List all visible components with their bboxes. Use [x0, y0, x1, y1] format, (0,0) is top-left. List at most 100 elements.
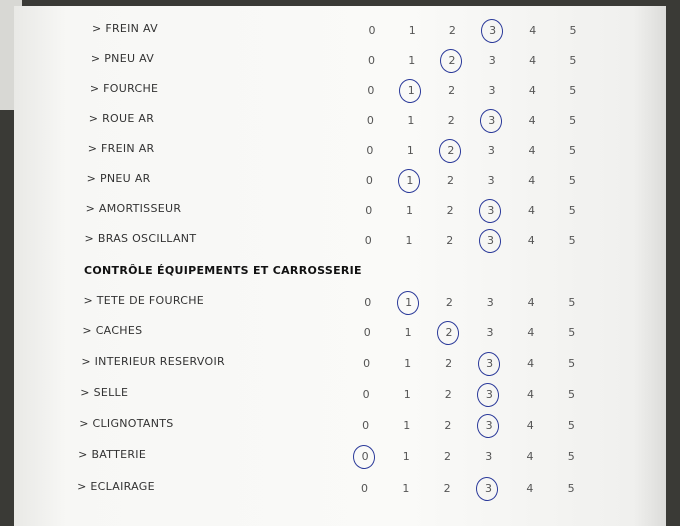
- rating-3[interactable]: 3: [487, 174, 495, 187]
- rating-2[interactable]: 2: [435, 319, 461, 347]
- rating-1[interactable]: 1: [407, 114, 415, 127]
- rating-0[interactable]: 0: [362, 419, 370, 432]
- rating-2[interactable]: 2: [445, 296, 453, 309]
- rating-3[interactable]: 3: [488, 54, 496, 67]
- rating-2[interactable]: 2: [448, 84, 456, 97]
- rating-1[interactable]: 1: [405, 204, 413, 217]
- rating-2[interactable]: 2: [444, 450, 452, 463]
- rating-0[interactable]: 0: [361, 482, 369, 495]
- rating-5[interactable]: 5: [569, 84, 577, 97]
- rating-5[interactable]: 5: [567, 450, 575, 463]
- rating-5[interactable]: 5: [568, 326, 576, 339]
- rating-1[interactable]: 1: [403, 419, 411, 432]
- rating-2[interactable]: 2: [447, 114, 455, 127]
- rating-5[interactable]: 5: [568, 204, 576, 217]
- rating-3[interactable]: 3: [474, 475, 501, 503]
- rating-4[interactable]: 4: [528, 114, 536, 127]
- rating-2[interactable]: 2: [446, 234, 454, 247]
- rating-4[interactable]: 4: [528, 144, 536, 157]
- rating-0[interactable]: 0: [366, 144, 374, 157]
- rating-1[interactable]: 1: [405, 234, 413, 247]
- rating-5[interactable]: 5: [569, 114, 577, 127]
- checklist-row: > FREIN AR 0 1 2 3 4 5: [0, 137, 680, 165]
- rating-0[interactable]: 0: [363, 357, 371, 370]
- rating-4[interactable]: 4: [528, 204, 536, 217]
- rating-4[interactable]: 4: [527, 357, 535, 370]
- rating-0[interactable]: 0: [365, 204, 373, 217]
- rating-3[interactable]: 3: [486, 296, 494, 309]
- rating-3[interactable]: 3: [485, 450, 493, 463]
- rating-5[interactable]: 5: [568, 174, 576, 187]
- rating-4[interactable]: 4: [529, 54, 537, 67]
- rating-3[interactable]: 3: [475, 381, 501, 409]
- rating-1[interactable]: 1: [408, 24, 416, 37]
- rating-2[interactable]: 2: [444, 419, 452, 432]
- rating-5[interactable]: 5: [568, 296, 576, 309]
- rating-4[interactable]: 4: [526, 450, 534, 463]
- rating-3[interactable]: 3: [476, 350, 502, 378]
- rating-3[interactable]: 3: [479, 17, 505, 45]
- rating-5[interactable]: 5: [568, 144, 576, 157]
- hand-drawn-circle: [474, 475, 501, 503]
- rating-1[interactable]: 1: [404, 326, 412, 339]
- rating-4[interactable]: 4: [527, 326, 535, 339]
- rating-3[interactable]: 3: [478, 107, 504, 135]
- hand-drawn-circle: [475, 381, 501, 409]
- rating-0[interactable]: 0: [351, 443, 377, 471]
- item-label: > FREIN AV: [92, 22, 158, 35]
- rating-4[interactable]: 4: [526, 419, 534, 432]
- rating-5[interactable]: 5: [568, 234, 576, 247]
- rating-1[interactable]: 1: [402, 482, 410, 495]
- rating-0[interactable]: 0: [364, 234, 372, 247]
- rating-0[interactable]: 0: [368, 24, 376, 37]
- rating-0[interactable]: 0: [365, 174, 373, 187]
- section-title: CONTRÔLE ÉQUIPEMENTS ET CARROSSERIE: [84, 264, 362, 277]
- rating-3[interactable]: 3: [475, 412, 501, 440]
- rating-1[interactable]: 1: [404, 357, 412, 370]
- rating-1[interactable]: 1: [396, 167, 422, 195]
- rating-3[interactable]: 3: [477, 197, 503, 225]
- rating-1[interactable]: 1: [394, 289, 421, 317]
- rating-1[interactable]: 1: [397, 77, 423, 105]
- rating-2[interactable]: 2: [444, 388, 452, 401]
- rating-3[interactable]: 3: [487, 144, 495, 157]
- rating-4[interactable]: 4: [526, 482, 534, 495]
- rating-1[interactable]: 1: [406, 144, 414, 157]
- rating-2[interactable]: 2: [446, 204, 454, 217]
- checklist-row: > AMORTISSEUR 0 1 2 3 4 5: [0, 197, 680, 225]
- rating-2[interactable]: 2: [447, 174, 455, 187]
- rating-4[interactable]: 4: [527, 296, 535, 309]
- rating-0[interactable]: 0: [362, 388, 370, 401]
- rating-5[interactable]: 5: [568, 357, 576, 370]
- checklist-row: > CACHES 0 1 2 3 4 5: [0, 319, 680, 347]
- rating-3[interactable]: 3: [488, 84, 496, 97]
- rating-5[interactable]: 5: [567, 482, 575, 495]
- rating-4[interactable]: 4: [527, 234, 535, 247]
- item-label: > PNEU AR: [86, 172, 151, 185]
- rating-1[interactable]: 1: [408, 54, 416, 67]
- rating-3[interactable]: 3: [476, 227, 503, 255]
- rating-2[interactable]: 2: [437, 137, 463, 165]
- rating-4[interactable]: 4: [529, 24, 537, 37]
- rating-4[interactable]: 4: [526, 388, 534, 401]
- rating-3[interactable]: 3: [486, 326, 494, 339]
- rating-0[interactable]: 0: [364, 296, 372, 309]
- rating-0[interactable]: 0: [363, 326, 371, 339]
- rating-0[interactable]: 0: [367, 84, 375, 97]
- rating-4[interactable]: 4: [528, 84, 536, 97]
- checklist-row: > BRAS OSCILLANT 0 1 2 3 4 5: [0, 227, 680, 255]
- rating-5[interactable]: 5: [567, 419, 575, 432]
- rating-2[interactable]: 2: [443, 482, 451, 495]
- hand-drawn-circle: [475, 412, 501, 440]
- rating-0[interactable]: 0: [366, 114, 374, 127]
- rating-5[interactable]: 5: [569, 24, 577, 37]
- rating-2[interactable]: 2: [445, 357, 453, 370]
- rating-1[interactable]: 1: [403, 388, 411, 401]
- rating-5[interactable]: 5: [568, 388, 576, 401]
- rating-4[interactable]: 4: [528, 174, 536, 187]
- rating-1[interactable]: 1: [402, 450, 410, 463]
- rating-2[interactable]: 2: [438, 47, 464, 75]
- rating-2[interactable]: 2: [448, 24, 456, 37]
- rating-5[interactable]: 5: [569, 54, 577, 67]
- rating-0[interactable]: 0: [367, 54, 375, 67]
